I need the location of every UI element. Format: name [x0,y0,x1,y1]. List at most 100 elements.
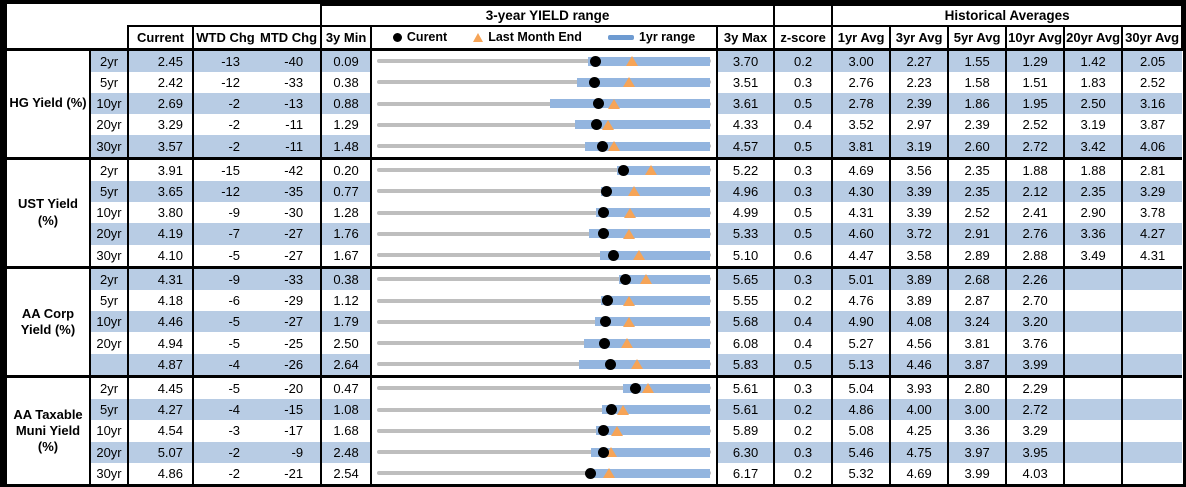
tenor-cell: 5yr [90,399,129,421]
1yr-range-bar [599,250,710,260]
mtd-chg-cell: -15 [257,399,323,421]
avg-cell: 1.55 [948,47,1008,72]
avg-cell [1064,462,1124,484]
last-month-end-marker [623,77,636,88]
wtd-chg-cell: -2 [193,441,257,463]
3y-range-track [376,362,712,367]
current-cell: 2.42 [128,71,194,93]
avg-cell: 2.72 [1006,135,1066,159]
wtd-chg-cell: -2 [228,117,240,133]
range-chart [372,223,715,244]
last-month-end-marker [608,141,621,151]
range-chart [372,93,715,114]
avg-cell: 1.88 [1006,156,1066,181]
table-row: 5yr 4.27 -4 -15 1.08 5.61 0.2 4.86 4.00 3.00 2.72 [7,399,1183,421]
avg-cell: 3.24 [948,311,1008,333]
avg-cell: 2.05 [1122,47,1183,72]
3y-min-cell: 1.28 [321,202,373,224]
last-month-end-marker [602,119,615,130]
tenor-cell: 20yr [90,332,129,354]
3y-range-track [376,122,712,127]
avg-cell: 3.81 [832,135,892,159]
mtd-chg-cell: -27 [257,244,323,268]
3y-range-track [376,168,712,173]
current-cell: 4.86 [128,462,194,484]
avg-cell: 3.81 [948,332,1008,354]
avg-cell: 3.42 [1064,135,1124,159]
avg-cell: 3.58 [890,244,950,268]
table-row: 10yr 4.46 -5 -27 1.79 5.68 0.4 4.90 4.08 3.24 3.20 [7,311,1183,333]
mtd-chg-cell: -33 [257,265,323,290]
range-chart [372,114,715,135]
tenor-cell: 2yr [90,374,129,400]
3y-min-cell: 1.67 [321,244,373,268]
range-chart-cell [371,311,719,333]
3y-range-track [376,471,712,476]
3y-min-cell: 0.20 [321,156,373,181]
avg-cell: 1.58 [948,71,1008,93]
avg-cell: 2.39 [948,114,1008,136]
avg-cell [1122,399,1183,421]
avg-cell: 3.93 [890,374,950,400]
avg-cell: 3.89 [890,265,950,290]
last-month-end-marker [627,186,640,197]
avg-cell: 3.99 [1006,353,1066,377]
3y-range-track [376,386,712,391]
tenor-cell: 5yr [90,180,129,203]
avg-cell: 2.27 [890,47,950,72]
avg-cell: 3.99 [948,462,1008,484]
table-row: 30yr 3.57 -2 -11 1.48 4.57 0.5 3.81 3.19 2.60 2.72… [7,135,1183,159]
range-chart [372,136,715,157]
legend-last-month-label: Last Month End [488,30,582,45]
3y-range-track [376,407,712,412]
table-row: 20yr 3.29 -2 -11 1.29 4.33 0.4 3.52 2.97 2.39 2.52… [7,114,1182,136]
legend-item-1yr-range: 1yr range [607,30,696,45]
group-label: AA Corp Yield (%) [7,265,91,377]
3y-max-cell: 3.51 [717,71,776,93]
range-chart-cell [371,92,719,115]
3y-max-cell: 5.61 [717,399,776,421]
avg-cell: 3.00 [832,47,892,72]
tenor-cell: 20yr [90,441,129,463]
avg-cell: 3.97 [948,441,1008,463]
avg-cell: 3.20 [1006,311,1066,333]
avg-cell [1122,463,1182,484]
range-chart-cell [371,353,719,377]
current-cell: 3.80 [128,202,194,224]
avg-cell: 3.72 [890,223,950,245]
current-cell: 3.29 [128,114,194,136]
avg-cell: 4.31 [832,202,892,224]
avg-cell [1064,353,1124,377]
mtd-chg-cell: -27 [257,223,323,245]
range-chart-cell [371,223,719,245]
1yr-range-bar [587,56,710,66]
wtd-chg-cell: -12 [221,74,240,90]
last-month-end-marker [622,316,635,327]
avg-cell: 4.60 [832,223,892,245]
mtd-chg-cell: -33 [257,71,323,93]
tenor-cell: 2yr [90,156,129,181]
current-marker [598,337,610,349]
avg-cell: 1.88 [1064,156,1124,181]
col-header-zscore: z-score [773,25,834,50]
range-chart-cell [371,420,719,442]
table-row: 10yr 2.69 -2 -13 0.88 3.61 0.5 2.78 2.39 1.86 1.95… [7,92,1183,115]
zscore-cell: 0.5 [774,135,834,159]
wtd-chg-cell: -12 [193,180,257,203]
zscore-cell: 0.3 [774,265,834,290]
table-row: 20yr 4.94 -5 -25 2.50 6.08 0.4 5.27 4.56 3.81 3.76 [7,332,1182,354]
3y-max-cell: 5.68 [717,311,776,333]
range-chart [372,333,715,354]
avg-cell: 2.23 [890,71,950,93]
3y-min-cell: 2.48 [321,441,373,463]
range-chart [372,463,715,484]
table-row: 10yr 3.80 -9 -30 1.28 4.99 0.5 4.31 3.39 2.52 2.41… [7,202,1182,224]
3y-range-track [376,298,712,303]
legend-range-label: 1yr range [638,30,696,45]
avg-cell [1122,332,1182,353]
zscore-cell: 0.3 [774,374,834,400]
col-header-3y-min: 3y Min [320,25,373,50]
1yr-range-bar [589,229,710,239]
wtd-chg-cell: -5 [228,247,240,263]
3y-max-cell: 5.89 [717,420,776,442]
